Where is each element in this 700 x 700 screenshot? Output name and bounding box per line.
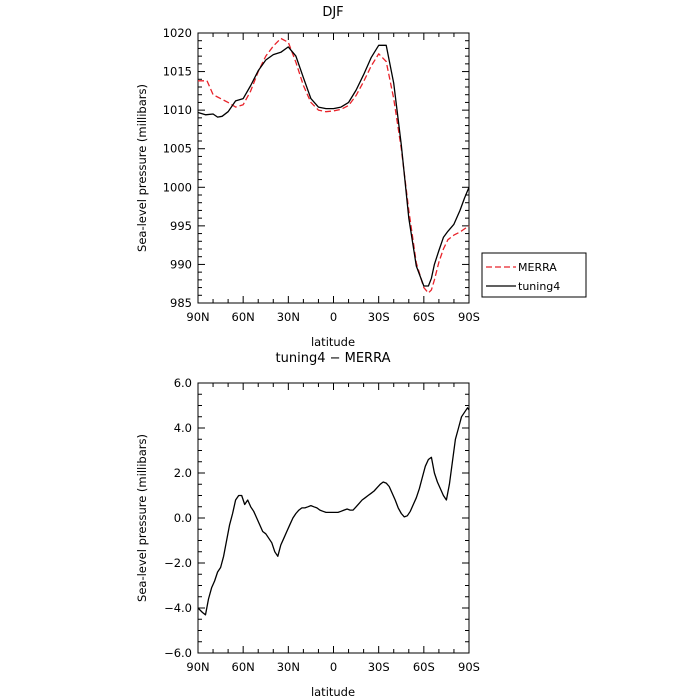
top-x-tick-label: 30S bbox=[368, 310, 390, 324]
bottom-y-axis-label: Sea-level pressure (millibars) bbox=[135, 434, 149, 602]
bottom-x-tick-label: 90S bbox=[458, 660, 480, 674]
top-y-tick-label: 1010 bbox=[163, 103, 192, 117]
top-y-tick-label: 995 bbox=[170, 219, 192, 233]
top-plot-axes: 90N 60N 30N 0 30S 60S 90S 985 990 995 1000 1005 1010… bbox=[163, 26, 480, 324]
top-y-tick-label: 1005 bbox=[163, 142, 192, 156]
bottom-x-axis-label: latitude bbox=[311, 685, 355, 699]
top-plot-title: DJF bbox=[322, 5, 343, 20]
bottom-x-tick-label: 60N bbox=[232, 660, 255, 674]
bottom-plot: tuning4 − MERRA 90N 60N 30N 0 30S 60S 90S −6.0 −… bbox=[135, 351, 480, 699]
bottom-y-tick-label: −4.0 bbox=[164, 601, 192, 615]
legend-label-tuning4: tuning4 bbox=[518, 280, 560, 293]
bottom-x-tick-label: 30S bbox=[368, 660, 390, 674]
bottom-y-tick-label: −6.0 bbox=[164, 646, 192, 660]
bottom-plot-series bbox=[197, 407, 470, 616]
bottom-y-tick-label: 4.0 bbox=[174, 421, 192, 435]
top-x-tick-label: 30N bbox=[277, 310, 300, 324]
top-x-tick-label: 60S bbox=[413, 310, 435, 324]
bottom-x-tick-label: 60S bbox=[413, 660, 435, 674]
bottom-y-tick-label: 6.0 bbox=[174, 376, 192, 390]
top-y-tick-label: 990 bbox=[170, 257, 192, 271]
top-x-axis-label: latitude bbox=[311, 335, 355, 349]
top-plot: DJF 90N 60N 30N 0 30S 60S 90S 985 990 995 1000 1005… bbox=[135, 5, 480, 349]
legend: MERRA tuning4 bbox=[481, 252, 587, 298]
top-plot-frame bbox=[197, 32, 470, 304]
legend-box bbox=[481, 252, 587, 298]
top-y-axis-label: Sea-level pressure (millibars) bbox=[135, 84, 149, 252]
bottom-x-tick-label: 30N bbox=[277, 660, 300, 674]
top-plot-series bbox=[197, 37, 470, 294]
top-y-tick-label: 1020 bbox=[163, 26, 192, 40]
legend-label-merra: MERRA bbox=[518, 261, 557, 274]
top-x-tick-label: 60N bbox=[232, 310, 255, 324]
top-y-tick-label: 985 bbox=[170, 296, 192, 310]
top-series-merra-line bbox=[198, 37, 470, 294]
bottom-x-tick-label: 0 bbox=[330, 660, 337, 674]
bottom-series-difference-line bbox=[197, 407, 470, 616]
bottom-x-tick-label: 90N bbox=[186, 660, 209, 674]
top-series-tuning4-line bbox=[197, 44, 470, 287]
bottom-y-tick-label: −2.0 bbox=[164, 556, 192, 570]
bottom-plot-axes: 90N 60N 30N 0 30S 60S 90S −6.0 −4.0 −2.0 0.0 2.0 4.0… bbox=[164, 376, 480, 674]
bottom-plot-frame bbox=[197, 382, 470, 654]
bottom-plot-title: tuning4 − MERRA bbox=[276, 351, 391, 366]
bottom-y-tick-label: 2.0 bbox=[174, 466, 192, 480]
top-x-tick-label: 90S bbox=[458, 310, 480, 324]
top-x-tick-label: 0 bbox=[330, 310, 337, 324]
top-y-tick-label: 1000 bbox=[163, 180, 192, 194]
top-y-tick-label: 1015 bbox=[163, 65, 192, 79]
top-x-tick-label: 90N bbox=[186, 310, 209, 324]
bottom-y-tick-label: 0.0 bbox=[174, 511, 192, 525]
